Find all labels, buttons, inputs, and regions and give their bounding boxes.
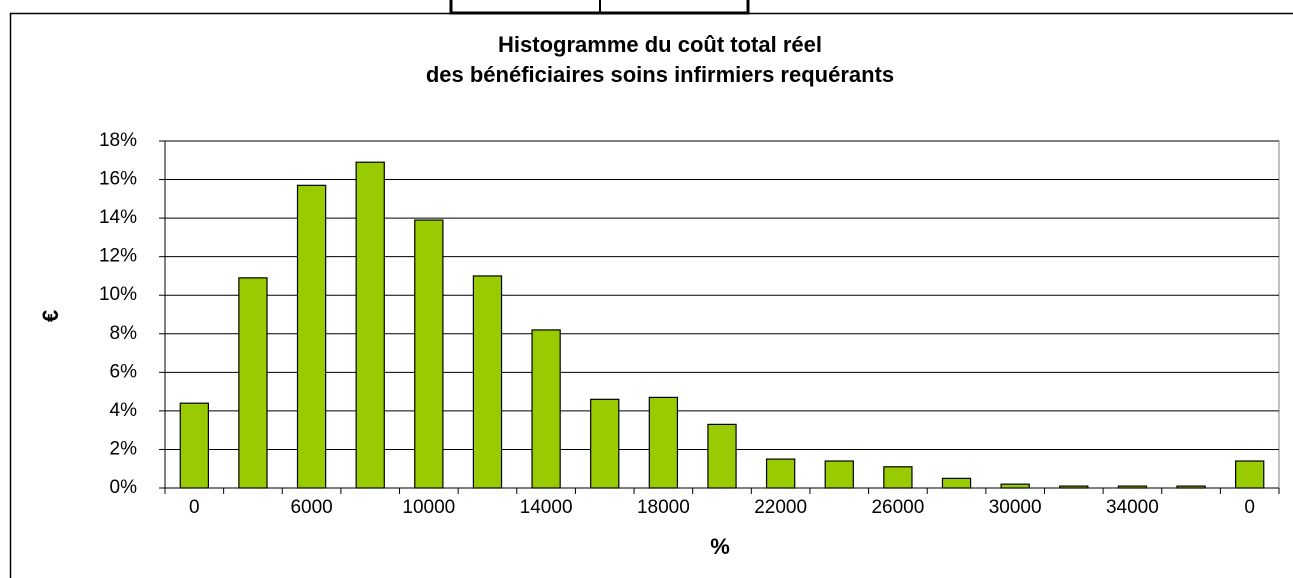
bar (824, 460, 854, 489)
x-axis-label: % (710, 534, 730, 559)
y-tick-label: 12% (99, 246, 137, 267)
bar (883, 466, 913, 489)
x-tick-label: 6000 (290, 497, 332, 518)
x-tick-label: 34000 (1106, 497, 1159, 518)
y-tick-label: 18% (99, 130, 137, 151)
bar (531, 329, 561, 489)
x-tick-label: 18000 (637, 497, 690, 518)
y-tick-label: 6% (110, 361, 138, 382)
y-tick-label: 16% (99, 169, 137, 190)
bar (590, 398, 620, 489)
bar (941, 477, 972, 489)
chart-title: Histogramme du coût total réel (498, 32, 822, 57)
x-tick-label: 0 (1244, 497, 1255, 518)
bar (707, 423, 737, 489)
bar (414, 219, 444, 489)
y-tick-label: 2% (110, 438, 138, 459)
y-tick-label: 14% (99, 207, 137, 228)
x-tick-label: 22000 (754, 497, 807, 518)
chart-title: des bénéficiaires soins infirmiers requé… (426, 62, 894, 87)
bar (296, 184, 327, 489)
bar (238, 277, 268, 489)
bar (355, 161, 385, 489)
x-tick-label: 10000 (402, 497, 455, 518)
x-tick-label: 26000 (871, 497, 924, 518)
x-tick-label: 0 (189, 497, 200, 518)
bar (472, 275, 503, 489)
y-tick-label: 8% (110, 323, 138, 344)
bar (179, 402, 209, 489)
x-tick-label: 14000 (520, 497, 573, 518)
bar (1059, 485, 1089, 489)
x-tick-label: 30000 (989, 497, 1042, 518)
bar (648, 396, 679, 489)
frame (9, 12, 1293, 578)
bar (1000, 483, 1030, 489)
y-tick-label: 10% (99, 284, 137, 305)
bar (1235, 460, 1265, 489)
y-tick-label: 4% (110, 400, 138, 421)
bar (765, 458, 796, 489)
bar (1117, 485, 1148, 489)
bar (1176, 485, 1206, 489)
y-tick-label: 0% (110, 477, 138, 498)
y-axis-label: € (38, 310, 63, 322)
